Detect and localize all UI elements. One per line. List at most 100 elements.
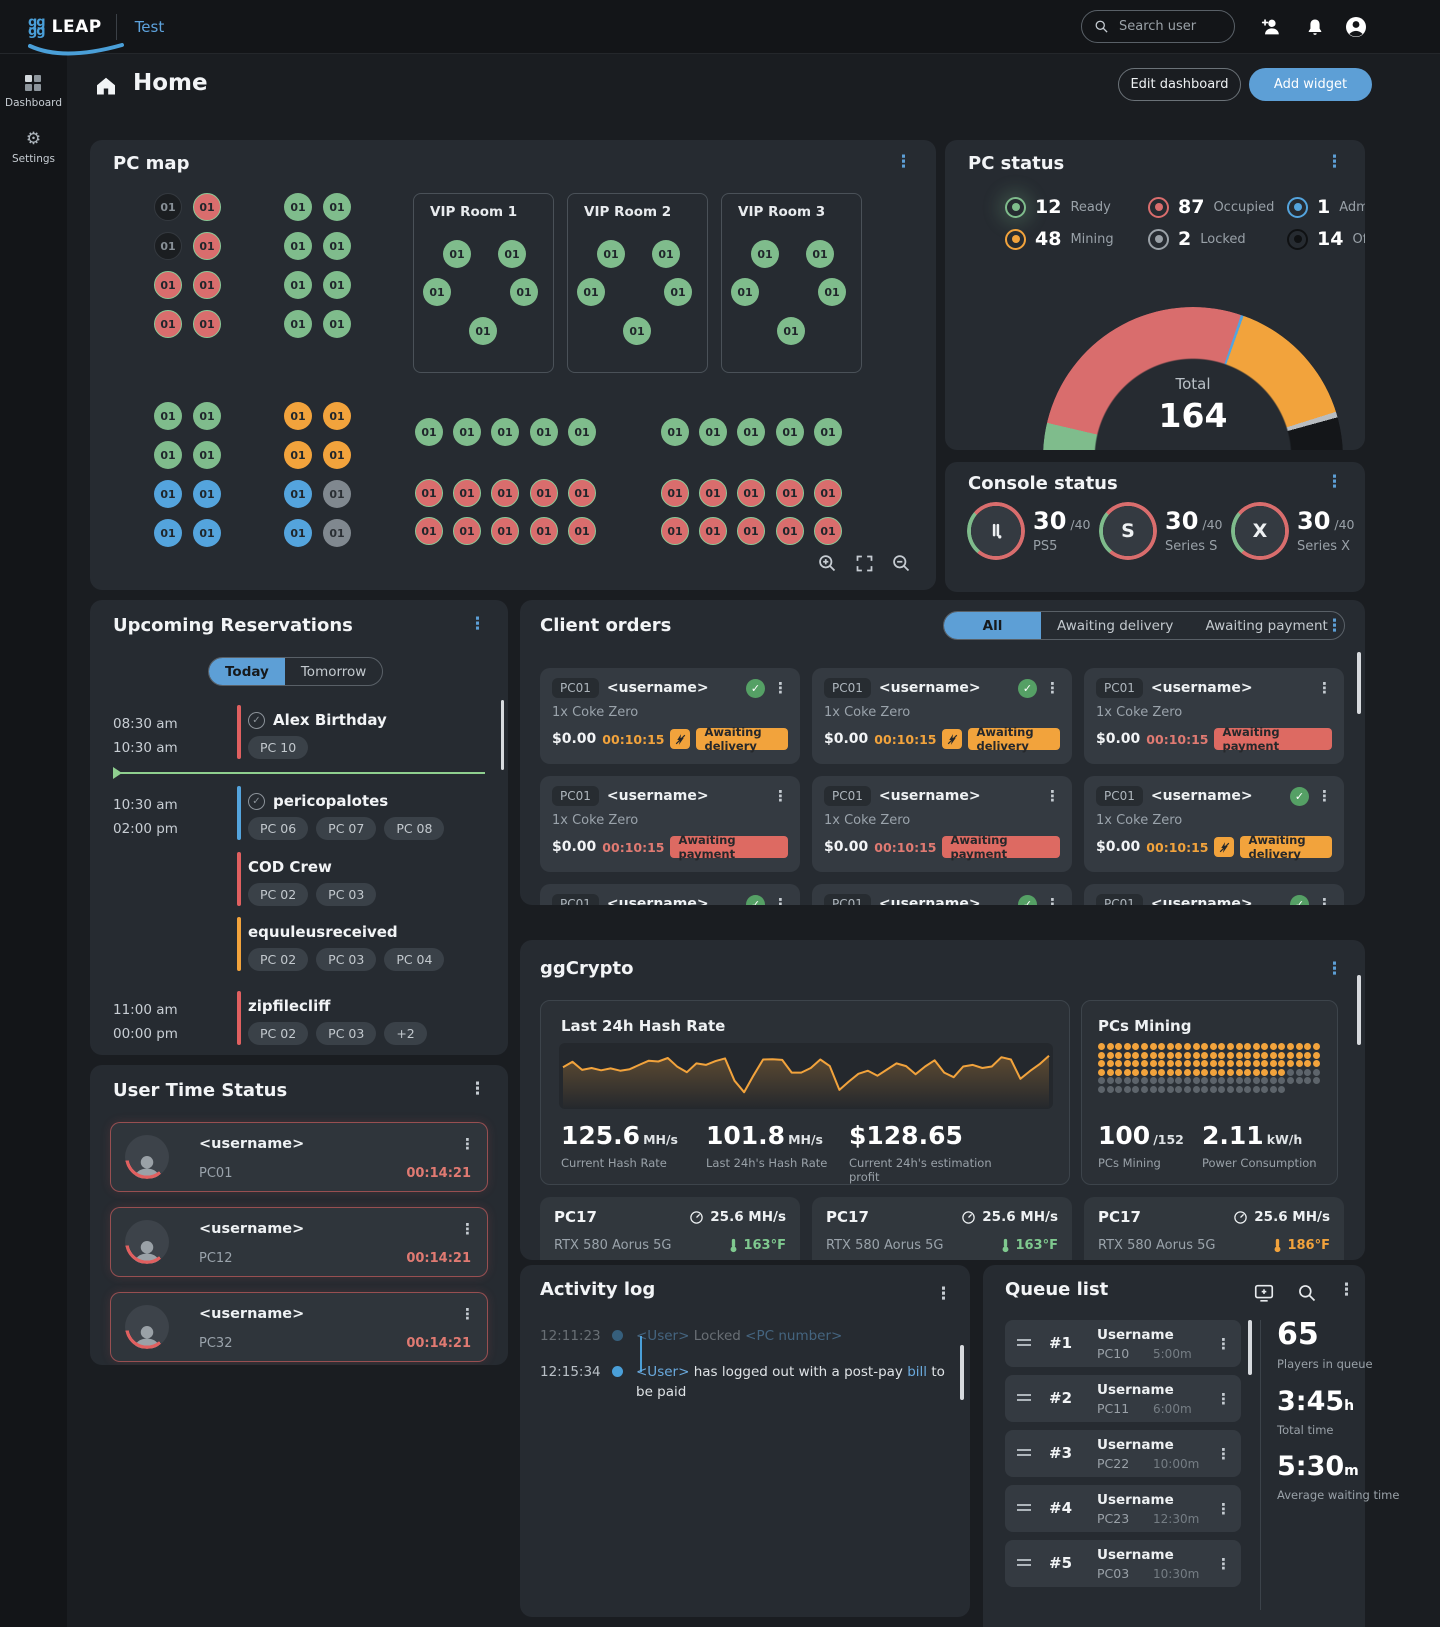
tab-today[interactable]: Today [209,658,285,685]
pc-seat[interactable]: 01 [530,517,558,545]
queue-item-menu-icon[interactable]: ⋮ [1216,1390,1231,1408]
pc-seat[interactable]: 01 [491,479,519,507]
pc-seat[interactable]: 01 [323,271,351,299]
pc-seat[interactable]: 01 [814,517,842,545]
tab-awaiting-payment[interactable]: Awaiting payment [1205,617,1328,634]
pc-seat[interactable]: 01 [154,519,182,547]
pc-seat[interactable]: 01 [154,232,182,260]
queue-item-menu-icon[interactable]: ⋮ [1216,1445,1231,1463]
pc-seat[interactable]: 01 [284,402,312,430]
queue-item-menu-icon[interactable]: ⋮ [1216,1335,1231,1353]
xbox-console-seat[interactable]: 01 [814,418,842,446]
order-menu-icon[interactable]: ⋮ [1317,787,1332,805]
pc-seat[interactable]: 01 [154,480,182,508]
order-menu-icon[interactable]: ⋮ [1045,787,1060,805]
pc-seat[interactable]: 01 [568,479,596,507]
notifications-bell-icon[interactable] [1302,14,1328,40]
pc-seat[interactable]: 01 [284,271,312,299]
pc-seat[interactable]: 01 [323,193,351,221]
pc-seat[interactable]: 01 [323,519,351,547]
drag-handle-icon[interactable] [1017,1449,1031,1459]
edit-dashboard-button[interactable]: Edit dashboard [1118,68,1241,101]
pc-seat[interactable]: 01 [284,310,312,338]
xbox-console-seat[interactable]: 01 [776,418,804,446]
user-time-menu-icon[interactable]: ⋮ [460,1220,475,1238]
pc-seat[interactable]: 01 [699,479,727,507]
pc-seat[interactable]: 01 [415,517,443,545]
search-input[interactable] [1117,18,1221,35]
pc-seat[interactable]: 01 [699,517,727,545]
pc-seat[interactable]: 01 [530,479,558,507]
reservations-scrollbar[interactable] [501,700,504,770]
xbox-console-seat[interactable]: 01 [661,418,689,446]
pc-seat[interactable]: 01 [193,402,221,430]
add-user-icon[interactable] [1258,14,1284,40]
ggleap-logo[interactable]: gg gg LEAP [28,16,124,55]
pc-seat[interactable]: 01 [193,480,221,508]
pc-seat[interactable]: 01 [443,240,471,268]
pc-seat[interactable]: 01 [284,441,312,469]
sidebar-item-dashboard[interactable]: Dashboard [0,75,67,109]
drag-handle-icon[interactable] [1017,1504,1031,1514]
drag-handle-icon[interactable] [1017,1339,1031,1349]
pc-seat[interactable]: 01 [661,517,689,545]
activity-link[interactable]: bill [907,1364,928,1380]
queue-search-icon[interactable] [1297,1283,1317,1303]
pc-seat[interactable]: 01 [284,232,312,260]
ps5-console-seat[interactable]: 01 [568,418,596,446]
sidebar-item-settings[interactable]: ⚙ Settings [0,131,67,166]
pc-seat[interactable]: 01 [284,480,312,508]
ggcrypto-scrollbar[interactable] [1357,975,1361,1045]
pc-seat[interactable]: 01 [751,240,779,268]
ps5-console-seat[interactable]: 01 [491,418,519,446]
fullscreen-icon[interactable] [854,553,875,574]
console-status-menu-icon[interactable]: ⋮ [1326,472,1343,492]
pc-seat[interactable]: 01 [323,480,351,508]
ps5-console-seat[interactable]: 01 [415,418,443,446]
pc-seat[interactable]: 01 [498,240,526,268]
pc-seat[interactable]: 01 [415,479,443,507]
order-menu-icon[interactable]: ⋮ [1317,679,1332,697]
pc-seat[interactable]: 01 [453,479,481,507]
pc-seat[interactable]: 01 [652,240,680,268]
pc-seat[interactable]: 01 [154,402,182,430]
pc-seat[interactable]: 01 [776,479,804,507]
pc-seat[interactable]: 01 [193,193,221,221]
pc-seat[interactable]: 01 [453,517,481,545]
order-menu-icon[interactable]: ⋮ [773,895,788,906]
pc-seat[interactable]: 01 [737,517,765,545]
pc-seat[interactable]: 01 [284,193,312,221]
pc-seat[interactable]: 01 [510,278,538,306]
activity-log-menu-icon[interactable]: ⋮ [935,1284,952,1304]
order-menu-icon[interactable]: ⋮ [1045,895,1060,906]
pc-seat[interactable]: 01 [423,278,451,306]
order-menu-icon[interactable]: ⋮ [1045,679,1060,697]
pc-map-menu-icon[interactable]: ⋮ [895,152,912,172]
tab-tomorrow[interactable]: Tomorrow [300,663,367,680]
add-widget-button[interactable]: Add widget [1249,68,1372,101]
zoom-out-icon[interactable] [891,553,912,574]
user-time-menu-icon[interactable]: ⋮ [460,1305,475,1323]
queue-menu-icon[interactable]: ⋮ [1338,1280,1355,1300]
pc-seat[interactable]: 01 [323,310,351,338]
reservations-menu-icon[interactable]: ⋮ [469,614,486,634]
pc-seat[interactable]: 01 [154,193,182,221]
add-to-queue-icon[interactable] [1253,1282,1275,1304]
activity-link[interactable]: <User> [636,1328,690,1344]
activity-link[interactable]: <User> [636,1364,690,1380]
pc-seat[interactable]: 01 [737,479,765,507]
pc-seat[interactable]: 01 [577,278,605,306]
pc-seat[interactable]: 01 [776,517,804,545]
pc-seat[interactable]: 01 [777,317,805,345]
pc-seat[interactable]: 01 [661,479,689,507]
pc-seat[interactable]: 01 [623,317,651,345]
ggcrypto-menu-icon[interactable]: ⋮ [1326,959,1343,979]
pc-seat[interactable]: 01 [323,232,351,260]
order-menu-icon[interactable]: ⋮ [1317,895,1332,906]
pc-seat[interactable]: 01 [568,517,596,545]
drag-handle-icon[interactable] [1017,1559,1031,1569]
pc-seat[interactable]: 01 [806,240,834,268]
activity-log-scrollbar[interactable] [960,1345,964,1400]
pc-seat[interactable]: 01 [154,271,182,299]
pc-seat[interactable]: 01 [323,402,351,430]
